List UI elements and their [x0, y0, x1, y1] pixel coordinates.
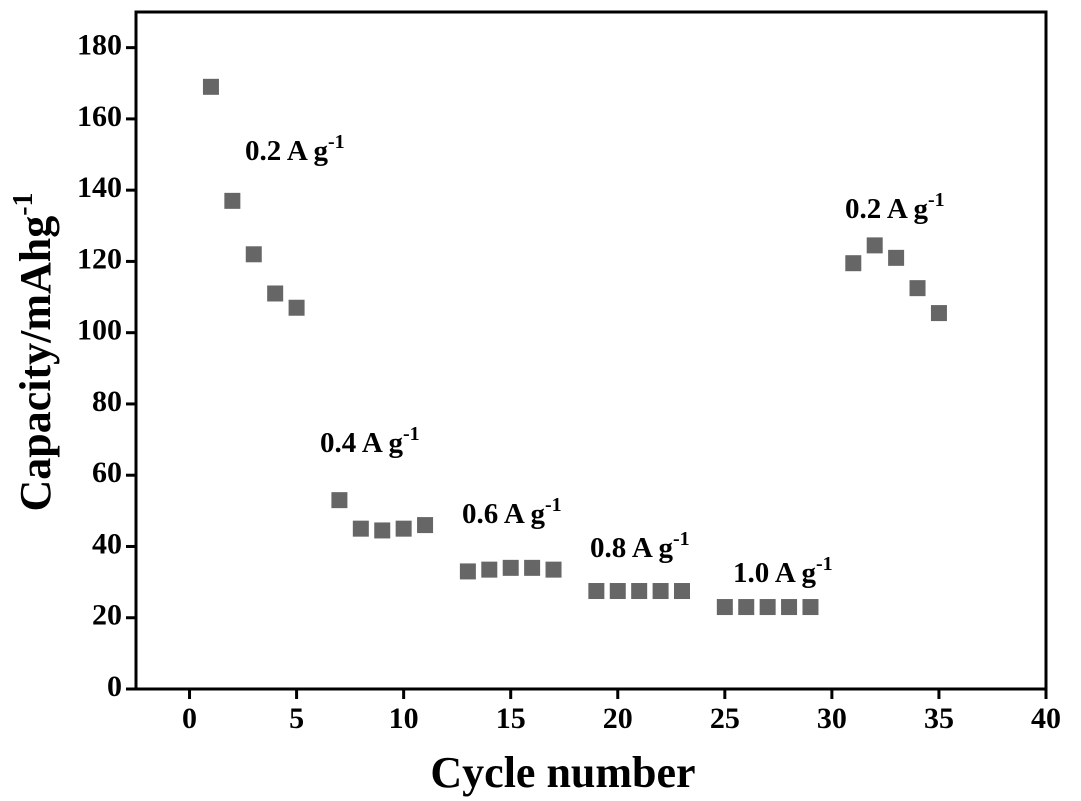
x-axis-label: Cycle number [430, 748, 695, 797]
x-tick-label: 35 [924, 702, 954, 735]
point [374, 522, 391, 539]
point [524, 559, 541, 576]
point [652, 583, 669, 600]
y-tick-label: 100 [77, 314, 122, 347]
annotation: 0.2 A g-1 [845, 189, 945, 225]
point [909, 280, 926, 297]
y-tick-label: 140 [77, 171, 122, 204]
point [395, 520, 412, 537]
point [674, 583, 690, 600]
annotation: 0.6 A g-1 [462, 494, 562, 530]
y-tick-label: 80 [92, 385, 122, 418]
point [888, 249, 905, 266]
x-tick-label: 25 [710, 702, 740, 735]
annotation-sup: -1 [545, 494, 562, 516]
annotation: 0.8 A g-1 [590, 528, 690, 564]
point [631, 583, 648, 600]
annotation-text: 0.4 A g [320, 427, 403, 459]
point [352, 520, 369, 537]
x-tick-label: 5 [289, 702, 304, 735]
point [224, 192, 241, 209]
annotation: 0.4 A g-1 [320, 423, 420, 459]
annotation-text: 1.0 A g [733, 557, 816, 589]
annotation-sup: -1 [816, 553, 833, 575]
y-axis-label-text: Capacity/mAhg [11, 216, 60, 512]
annotation-text: 0.2 A g [845, 193, 928, 225]
point [245, 246, 262, 263]
annotation-text: 0.2 A g [245, 135, 328, 167]
annotation: 1.0 A g-1 [733, 553, 833, 589]
x-tick-label: 40 [1031, 702, 1061, 735]
plot-frame [134, 10, 1048, 691]
annotation: 0.2 A g-1 [245, 131, 345, 167]
y-tick-label: 180 [77, 29, 122, 62]
point [331, 492, 348, 509]
point [545, 561, 562, 578]
point [802, 599, 819, 616]
point [716, 599, 733, 616]
y-tick-label: 20 [92, 599, 122, 632]
point [481, 561, 498, 578]
point [288, 299, 305, 316]
point [845, 255, 862, 272]
x-tick-label: 20 [603, 702, 633, 735]
y-tick-label: 160 [77, 100, 122, 133]
x-tick-label: 0 [182, 702, 197, 735]
annotation-sup: -1 [328, 131, 345, 153]
point [930, 305, 947, 322]
point [502, 559, 519, 576]
point [417, 517, 434, 534]
y-tick-label: 40 [92, 527, 122, 560]
x-tick-label: 15 [496, 702, 526, 735]
y-tick-label: 120 [77, 242, 122, 275]
annotation-sup: -1 [928, 189, 945, 211]
point [202, 78, 219, 95]
point [588, 583, 605, 600]
point [759, 599, 776, 616]
point [738, 599, 755, 616]
annotation-text: 0.8 A g [590, 532, 673, 564]
annotation-sup: -1 [403, 423, 420, 445]
x-tick-label: 10 [389, 702, 419, 735]
point [267, 285, 284, 302]
x-tick-label: 30 [817, 702, 847, 735]
point [459, 563, 476, 580]
point [866, 237, 883, 254]
point [609, 583, 626, 600]
y-axis-label: Capacity/mAhg-1 [8, 192, 60, 511]
annotation-sup: -1 [673, 528, 690, 550]
annotation-text: 0.6 A g [462, 498, 545, 530]
point [781, 599, 798, 616]
y-tick-label: 60 [92, 456, 122, 489]
y-tick-label: 0 [107, 670, 122, 703]
y-axis-label-sup: -1 [8, 192, 39, 215]
